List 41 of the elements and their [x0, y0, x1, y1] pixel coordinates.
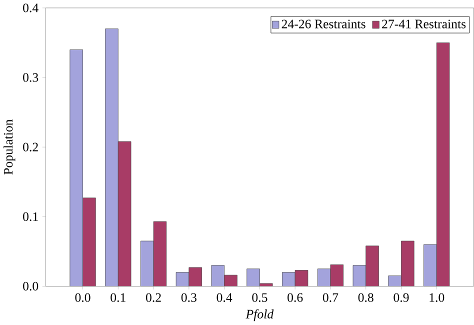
y-axis-title: Population [4, 120, 16, 175]
x-tick-label: 0.2 [146, 293, 161, 302]
x-tick-label: 0.1 [110, 293, 126, 302]
bar [224, 275, 238, 286]
y-tick-label: 0.2 [23, 142, 38, 152]
bar [70, 50, 83, 286]
bar [82, 198, 96, 286]
bar [211, 265, 225, 286]
x-tick-label: 0.3 [181, 293, 196, 302]
bar [153, 221, 167, 286]
x-tick-label: 0.4 [216, 293, 232, 302]
x-tick-label: 0.8 [358, 293, 374, 302]
bar [188, 267, 202, 286]
y-tick-label: 0.3 [23, 73, 38, 82]
bar [352, 265, 366, 286]
bar [246, 268, 260, 286]
bar [282, 272, 296, 286]
bar [176, 272, 189, 286]
bar [436, 42, 450, 286]
bar [401, 241, 414, 286]
bar [294, 270, 308, 286]
x-tick-label: 0.0 [75, 293, 90, 302]
x-tick-label: 1.0 [430, 293, 444, 302]
bar [317, 268, 331, 286]
y-tick-label: 0.4 [23, 4, 38, 12]
y-tick-label: 0.1 [23, 212, 38, 222]
legend-label: 24-26 Restraints [282, 20, 366, 28]
bar [366, 246, 379, 286]
x-tick-label: 0.7 [322, 293, 338, 302]
x-axis-title: Pfold [246, 309, 274, 322]
bar [105, 28, 118, 286]
x-tick-label: 0.6 [288, 293, 303, 302]
y-tick-label: 0.0 [23, 282, 38, 291]
bar [140, 240, 154, 286]
bar [424, 244, 437, 286]
legend-label: 27-41 Restraints [382, 20, 466, 28]
x-tick-label: 0.5 [252, 293, 268, 302]
bar [388, 276, 402, 286]
bar [118, 141, 132, 286]
bar [330, 264, 344, 286]
x-tick-label: 0.9 [394, 293, 409, 302]
